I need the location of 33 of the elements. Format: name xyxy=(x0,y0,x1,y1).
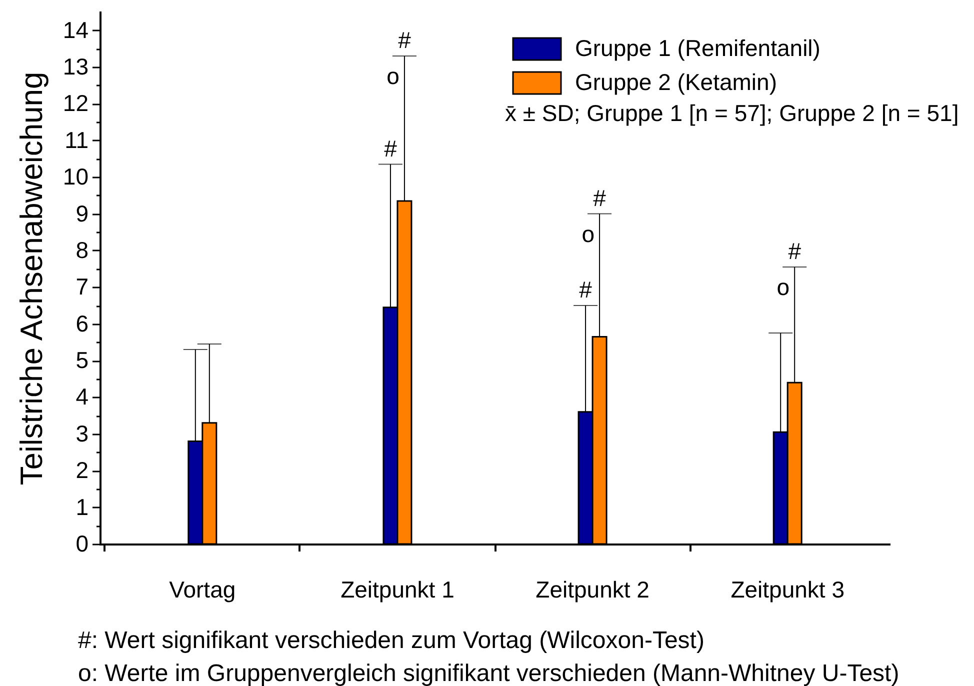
annotation: # xyxy=(593,184,606,211)
y-tick-label: 6 xyxy=(76,310,88,336)
x-tick-label: Zeitpunkt 3 xyxy=(730,576,844,602)
annotation: o xyxy=(776,274,790,300)
x-tick-label: Zeitpunkt 2 xyxy=(536,576,650,602)
y-tick-label: 13 xyxy=(62,54,88,80)
annotation: o xyxy=(386,63,400,90)
x-tick-label: Vortag xyxy=(169,576,236,602)
y-tick-label: 8 xyxy=(76,236,88,263)
annotation: # xyxy=(579,276,592,303)
y-tick-label: 14 xyxy=(62,16,89,43)
y-tick-label: 2 xyxy=(76,457,88,484)
text: o: Werte im Gruppenvergleich signifikant verschieden (Mann-Whitney U-Test) xyxy=(78,660,900,686)
y-tick-label: 3 xyxy=(76,420,88,446)
annotation: # xyxy=(398,27,412,54)
y-tick-label: 7 xyxy=(76,274,88,300)
x-tick-label: Zeitpunkt 1 xyxy=(340,576,454,602)
y-tick-label: 4 xyxy=(76,384,89,410)
y-tick-label: 0 xyxy=(76,530,88,556)
y-tick-label: 12 xyxy=(62,90,88,116)
annotation: x̄ ± SD; Gruppe 1 [n = 57]; Gruppe 2 [n = 51] xyxy=(505,100,959,126)
y-tick-label: 11 xyxy=(64,126,88,153)
annotation: # xyxy=(384,135,398,162)
legend-label: Gruppe 1 (Remifentanil) xyxy=(575,35,820,61)
text: #: Wert signifikant verschieden zum Vortag (Wilcoxon-Test) xyxy=(78,627,704,654)
y-tick-label: 5 xyxy=(76,347,88,374)
y-tick-label: 10 xyxy=(62,164,88,190)
annotation: o xyxy=(582,220,595,247)
y-tick-label: 9 xyxy=(76,200,88,226)
legend-label: Gruppe 2 (Ketamin) xyxy=(575,69,777,95)
annotation: # xyxy=(788,238,802,264)
y-axis-title: Teilstriche Achsenabweichung xyxy=(14,72,49,486)
y-tick-label: 1 xyxy=(76,494,88,520)
